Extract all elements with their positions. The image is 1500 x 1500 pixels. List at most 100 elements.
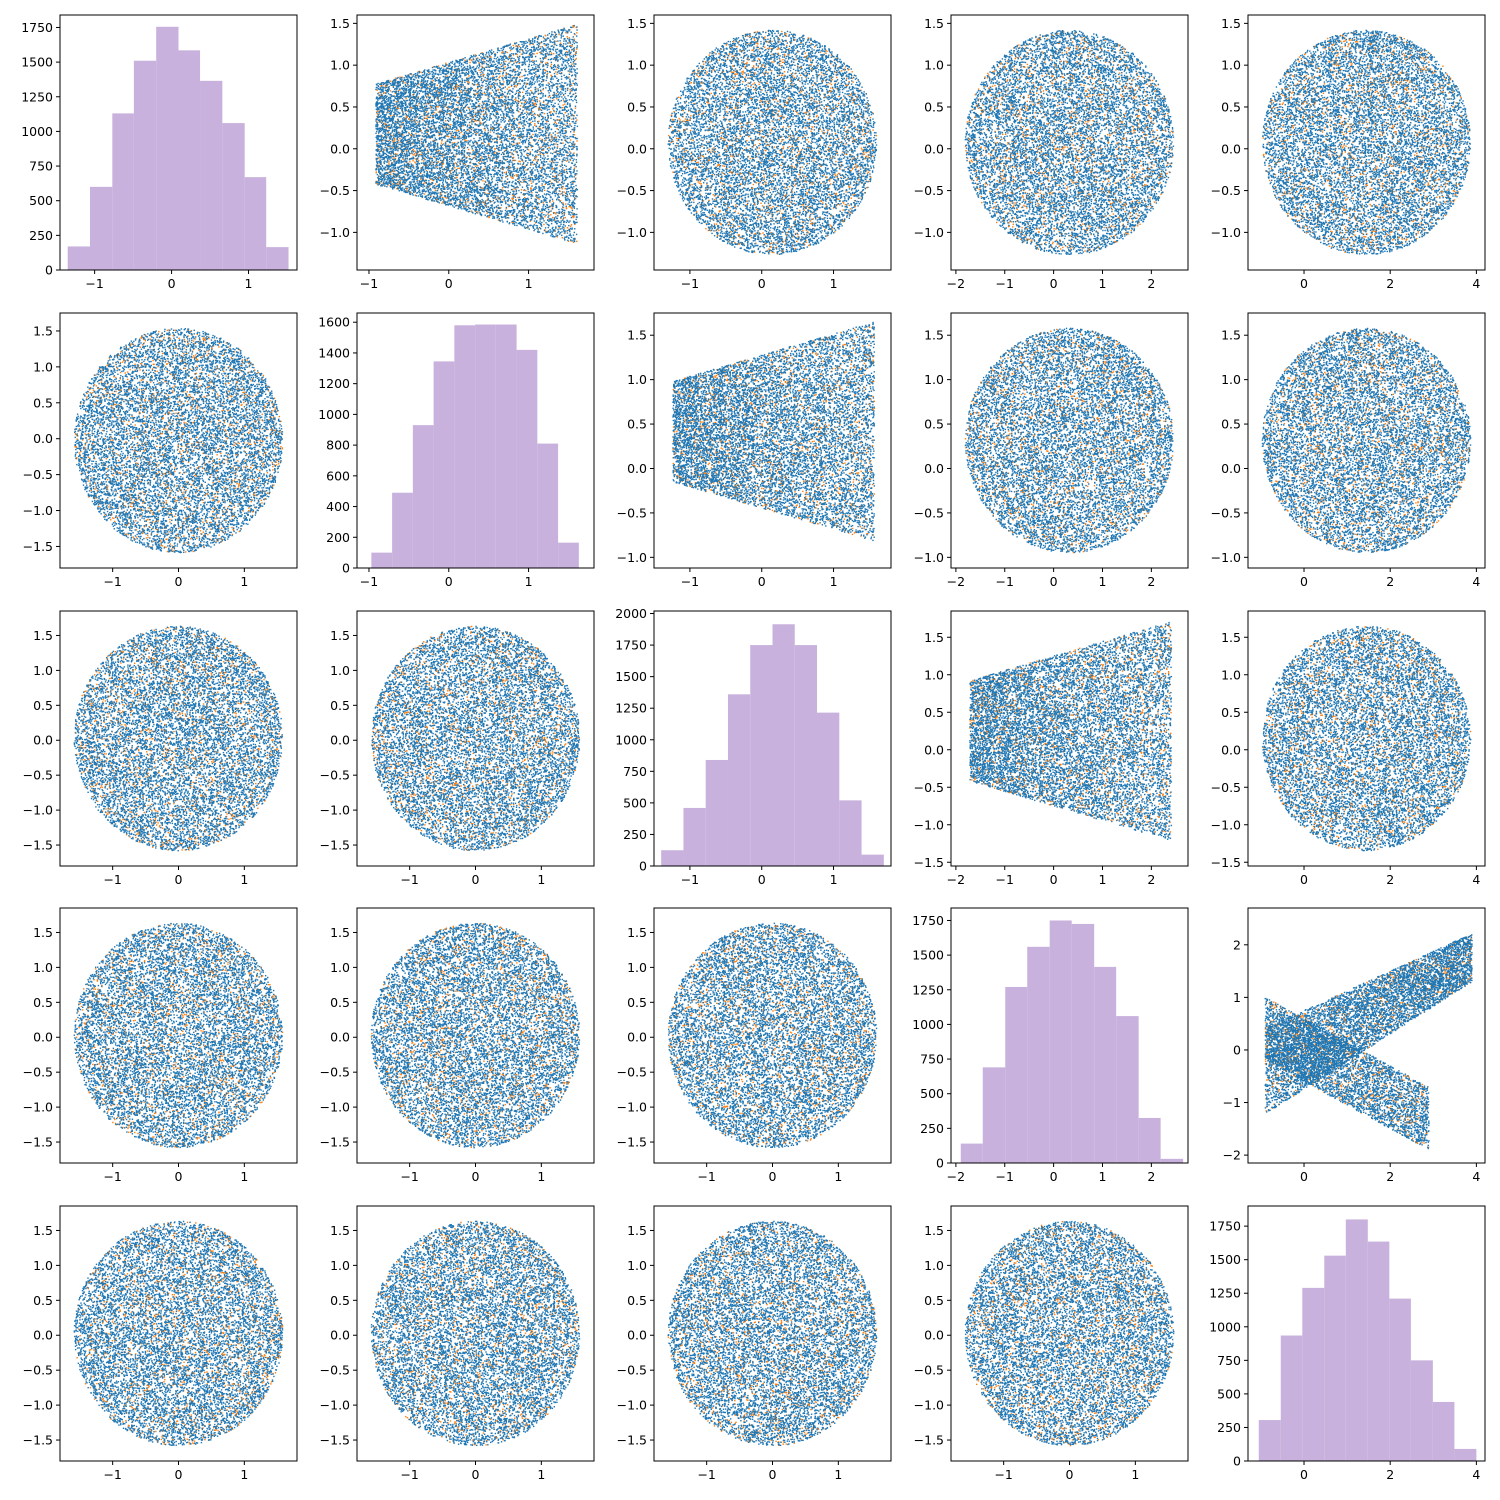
- scatter-point: [450, 119, 451, 120]
- scatter-point: [484, 93, 485, 94]
- scatter-point: [511, 129, 512, 130]
- scatter-point: [563, 35, 564, 36]
- scatter-point: [550, 214, 551, 215]
- scatter-point: [406, 142, 407, 143]
- scatter-point: [534, 81, 535, 82]
- scatter-point: [550, 235, 551, 236]
- scatter-point: [525, 93, 526, 94]
- scatter-point: [550, 111, 551, 112]
- scatter-point: [550, 174, 551, 175]
- scatter-point: [571, 63, 572, 64]
- scatter-point: [514, 171, 515, 172]
- scatter-point: [482, 200, 483, 201]
- scatter-point: [438, 92, 439, 93]
- scatter-point: [549, 161, 550, 162]
- scatter-point: [480, 193, 481, 194]
- scatter-point: [480, 94, 481, 95]
- scatter-point: [545, 63, 546, 64]
- scatter-point: [452, 142, 453, 143]
- scatter-point: [536, 156, 537, 157]
- scatter-point: [477, 86, 478, 87]
- scatter-point: [530, 180, 531, 181]
- scatter-point: [536, 91, 537, 92]
- scatter-point: [573, 51, 574, 52]
- scatter-point: [475, 108, 476, 109]
- scatter-point: [574, 84, 575, 85]
- scatter-point: [477, 153, 478, 154]
- scatter-point: [563, 172, 564, 173]
- scatter-point: [571, 114, 572, 115]
- scatter-point: [515, 199, 516, 200]
- scatter-point: [430, 189, 431, 190]
- scatter-point: [453, 132, 454, 133]
- scatter-point: [535, 66, 536, 67]
- scatter-point: [439, 122, 440, 123]
- scatter-point: [485, 56, 486, 57]
- scatter-point: [535, 202, 536, 203]
- scatter-point: [544, 157, 545, 158]
- scatter-point: [430, 156, 431, 157]
- scatter-point: [376, 143, 377, 144]
- scatter-point: [575, 106, 576, 107]
- scatter-point: [412, 123, 413, 124]
- scatter-point: [555, 41, 556, 42]
- scatter-point: [552, 228, 553, 229]
- scatter-point: [457, 135, 458, 136]
- scatter-point: [401, 77, 402, 78]
- scatter-point: [484, 169, 485, 170]
- scatter-point: [435, 116, 436, 117]
- scatter-point: [400, 180, 401, 181]
- scatter-point: [386, 186, 387, 187]
- scatter-point: [528, 175, 529, 176]
- scatter-point: [422, 135, 423, 136]
- scatter-point: [538, 198, 539, 199]
- scatter-point: [510, 61, 511, 62]
- scatter-point: [454, 138, 455, 139]
- scatter-point: [525, 190, 526, 191]
- scatter-point: [538, 186, 539, 187]
- scatter-point: [506, 183, 507, 184]
- scatter-point: [531, 49, 532, 50]
- scatter-point: [546, 84, 547, 85]
- scatter-point: [571, 207, 572, 208]
- scatter-point: [488, 190, 489, 191]
- scatter-point: [431, 162, 432, 163]
- scatter-point: [391, 170, 392, 171]
- scatter-point: [537, 97, 538, 98]
- scatter-point: [496, 84, 497, 85]
- scatter-point: [540, 140, 541, 141]
- scatter-point: [544, 230, 545, 231]
- scatter-point: [420, 72, 421, 73]
- scatter-point: [430, 109, 431, 110]
- scatter-point: [561, 202, 562, 203]
- scatter-point: [550, 134, 551, 135]
- scatter-point: [525, 228, 526, 229]
- scatter-point: [572, 41, 573, 42]
- scatter-point: [462, 80, 463, 81]
- scatter-point: [503, 156, 504, 157]
- scatter-point: [453, 109, 454, 110]
- scatter-point: [390, 141, 391, 142]
- scatter-point: [508, 128, 509, 129]
- scatter-point: [384, 185, 385, 186]
- scatter-point: [481, 118, 482, 119]
- scatter-point: [497, 184, 498, 185]
- scatter-point: [496, 190, 497, 191]
- scatter-point: [502, 187, 503, 188]
- scatter-point: [496, 73, 497, 74]
- scatter-point: [499, 80, 500, 81]
- scatter-point: [571, 49, 572, 50]
- scatter-point: [375, 154, 376, 155]
- scatter-point: [390, 90, 391, 91]
- scatter-point: [561, 96, 562, 97]
- scatter-point: [559, 54, 560, 55]
- scatter-point: [541, 217, 542, 218]
- scatter-point: [519, 184, 520, 185]
- scatter-point: [533, 93, 534, 94]
- scatter-point: [543, 202, 544, 203]
- scatter-point: [516, 214, 517, 215]
- scatter-point: [549, 147, 550, 148]
- scatter-point: [450, 163, 451, 164]
- scatter-point: [434, 112, 435, 113]
- scatter-point: [532, 208, 533, 209]
